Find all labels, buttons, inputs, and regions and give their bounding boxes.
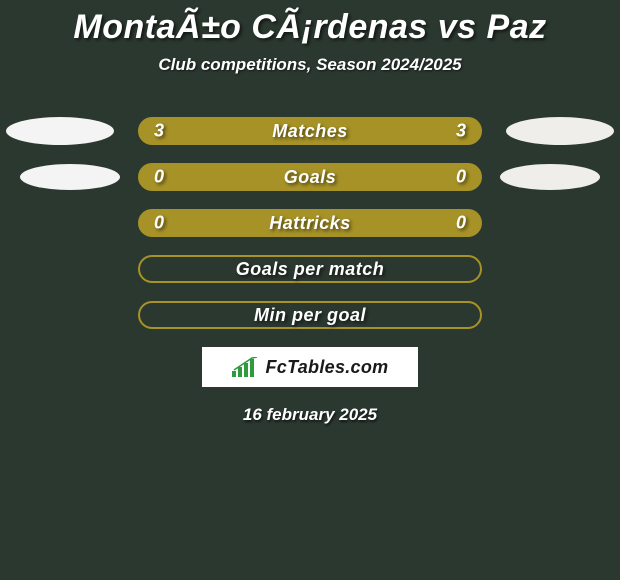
stat-value-right: 0 xyxy=(456,167,466,188)
stat-row: Min per goal xyxy=(138,301,482,329)
left-ellipse xyxy=(20,164,120,190)
stat-value-left: 0 xyxy=(154,167,164,188)
stat-row-wrap: Min per goal xyxy=(0,301,620,329)
page-title: MontaÃ±o CÃ¡rdenas vs Paz xyxy=(73,8,546,47)
stat-row: Goals per match xyxy=(138,255,482,283)
stat-value-right: 0 xyxy=(456,213,466,234)
stat-label: Hattricks xyxy=(269,213,351,234)
stat-row-wrap: Hattricks 0 0 xyxy=(0,209,620,237)
stat-row: Matches 3 3 xyxy=(138,117,482,145)
stat-rows: Matches 3 3 Goals 0 0 Hattricks 0 0 Goals per mat… xyxy=(0,117,620,329)
left-ellipse xyxy=(6,117,114,145)
stat-row-wrap: Goals 0 0 xyxy=(0,163,620,191)
logo-text: FcTables.com xyxy=(266,357,389,378)
content-root: MontaÃ±o CÃ¡rdenas vs Paz Club competiti… xyxy=(0,0,620,425)
stat-value-left: 3 xyxy=(154,121,164,142)
stat-label: Min per goal xyxy=(254,305,366,326)
stat-label: Goals per match xyxy=(236,259,385,280)
stat-label: Matches xyxy=(272,121,348,142)
stat-row-wrap: Goals per match xyxy=(0,255,620,283)
logo-box: FcTables.com xyxy=(202,347,418,387)
stat-value-right: 3 xyxy=(456,121,466,142)
stat-row-wrap: Matches 3 3 xyxy=(0,117,620,145)
right-ellipse xyxy=(500,164,600,190)
stat-label: Goals xyxy=(284,167,337,188)
bar-chart-icon xyxy=(232,357,258,377)
page-subtitle: Club competitions, Season 2024/2025 xyxy=(158,55,461,75)
stat-row: Goals 0 0 xyxy=(138,163,482,191)
stat-row: Hattricks 0 0 xyxy=(138,209,482,237)
footer-date: 16 february 2025 xyxy=(243,405,377,425)
stat-value-left: 0 xyxy=(154,213,164,234)
right-ellipse xyxy=(506,117,614,145)
